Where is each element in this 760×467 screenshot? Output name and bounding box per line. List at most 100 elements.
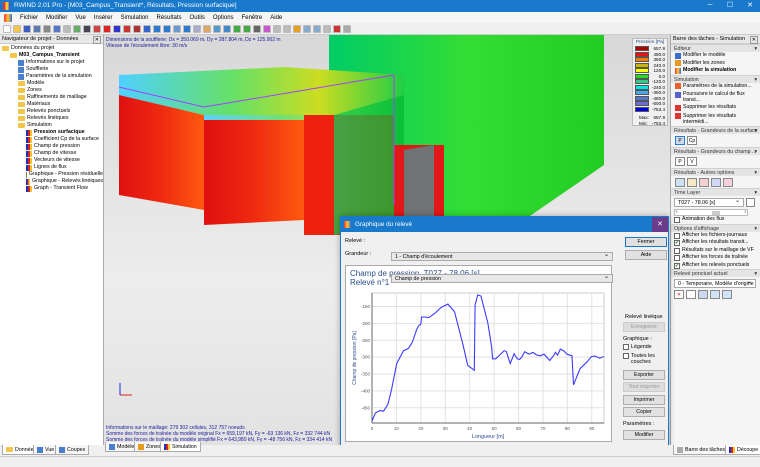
export-all-button[interactable]: Tout exporter — [623, 382, 665, 392]
close-navigator-button[interactable]: ✕ — [92, 36, 101, 44]
releve-select[interactable]: 1 - Champ d'écoulement — [391, 251, 613, 261]
tree-item[interactable]: Pression surfacique — [0, 129, 103, 136]
dialog-title-bar[interactable]: Graphique du relevé ✕ — [341, 217, 668, 232]
tab-taskbar[interactable]: Barre des tâches — [673, 445, 730, 455]
section-field-results[interactable]: Résultats - Grandeurs du champ ... — [671, 147, 760, 156]
checkbox[interactable] — [674, 217, 680, 224]
checkbox[interactable] — [674, 232, 680, 239]
toolbar-button-31[interactable] — [313, 24, 321, 33]
flow-animation-toggle[interactable]: Animation des flux — [671, 216, 760, 224]
menu-1[interactable]: Modifier — [46, 14, 68, 21]
toolbar-button-15[interactable] — [153, 24, 161, 33]
toolbar-button-21[interactable] — [213, 24, 221, 33]
toolbar-button-25[interactable] — [253, 24, 261, 33]
field-pressure-button[interactable]: P — [675, 157, 685, 167]
checkbox[interactable]: ✔ — [674, 262, 680, 269]
section-other-options[interactable]: Résultats - Autres options — [671, 168, 760, 177]
toolbar-button-18[interactable] — [183, 24, 191, 33]
legend-checkbox[interactable]: Légende — [623, 344, 652, 350]
checkbox[interactable] — [674, 247, 680, 254]
toolbar-button-0[interactable] — [3, 24, 11, 33]
toolbar-button-5[interactable] — [53, 24, 61, 33]
tree-item[interactable]: Relevés ponctuels — [0, 108, 103, 115]
tree-item[interactable]: Zones — [0, 87, 103, 94]
section-display-options[interactable]: Options d'affichage — [671, 223, 760, 233]
sun-button[interactable] — [687, 178, 697, 188]
slider-left-arrow[interactable]: ‹ — [676, 209, 678, 216]
time-slider[interactable]: ‹ › — [674, 209, 748, 217]
display-option[interactable]: Afficher les forces de traînée — [671, 254, 760, 262]
toolbar-button-7[interactable] — [73, 24, 81, 33]
tree-item[interactable]: Graph - Transient Flow — [0, 185, 103, 192]
tree-item[interactable]: Graphique - Relevés linéiques — [0, 178, 103, 185]
toolbar-button-14[interactable] — [143, 24, 151, 33]
delete-intermediate-item[interactable]: Supprimer les résultats intermédi... — [671, 112, 760, 126]
display-option[interactable]: Résultats sur le maillage de VF — [671, 247, 760, 255]
import-probe-button[interactable] — [710, 290, 720, 300]
print-button[interactable]: Imprimer — [623, 395, 665, 405]
sim-params-item[interactable]: Paramètres de la simulation... — [671, 83, 760, 91]
save-probe-button[interactable] — [698, 290, 708, 300]
dialog-close-icon[interactable]: ✕ — [652, 217, 668, 232]
edit-zones-item[interactable]: Modifier les zones — [671, 60, 760, 68]
close-dialog-button[interactable]: Fermer — [625, 237, 667, 247]
toolbar-button-9[interactable] — [93, 24, 101, 33]
toolbar-button-29[interactable] — [293, 24, 301, 33]
tree-item[interactable]: M03_Campus_Transient — [0, 52, 103, 59]
toolbar-button-17[interactable] — [173, 24, 181, 33]
toolbar-button-28[interactable] — [283, 24, 291, 33]
tree-item[interactable]: Soufflerie — [0, 66, 103, 73]
tree-item[interactable]: Coefficient Cp de la surface — [0, 136, 103, 143]
toolbar-button-34[interactable] — [343, 24, 351, 33]
menu-3[interactable]: Insérer — [93, 14, 113, 21]
streamline-button[interactable] — [675, 178, 685, 188]
toolbar-button-16[interactable] — [163, 24, 171, 33]
tree-item[interactable]: Données du projet — [0, 45, 103, 52]
slider-thumb[interactable] — [711, 211, 720, 216]
time-layer-select[interactable]: T027 - 78.06 [s] — [674, 197, 744, 208]
toolbar-button-20[interactable] — [203, 24, 211, 33]
section-editor[interactable]: Éditeur — [671, 44, 760, 53]
slider-right-arrow[interactable]: › — [744, 209, 746, 216]
edit-model-item[interactable]: Modifier le modèle — [671, 52, 760, 60]
tree-item[interactable]: Relevés linéiques — [0, 115, 103, 122]
edit-simulation-item[interactable]: Modifier la simulation — [671, 67, 760, 75]
section-simulation[interactable]: Simulation — [671, 74, 760, 84]
toolbar-button-27[interactable] — [273, 24, 281, 33]
tab-simulation[interactable]: Simulation — [160, 442, 201, 452]
toolbar-button-23[interactable] — [233, 24, 241, 33]
close-taskpane-button[interactable]: ✕ — [749, 36, 758, 44]
toolbar-button-12[interactable] — [123, 24, 131, 33]
star-button[interactable] — [723, 178, 733, 188]
toolbar-button-8[interactable] — [83, 24, 91, 33]
probe-graph-button[interactable] — [722, 290, 732, 300]
tab-sections[interactable]: Coupes — [55, 445, 90, 455]
tab-clipping[interactable]: Découpe — [725, 445, 760, 455]
tree-item[interactable]: Lignes de flux — [0, 164, 103, 171]
pick-probe-button[interactable] — [686, 290, 696, 300]
cp-button[interactable]: Cp — [687, 136, 697, 146]
maximize-button[interactable]: ☐ — [726, 2, 734, 9]
time-layer-settings-button[interactable] — [746, 198, 755, 208]
tree-item[interactable]: Modèle — [0, 80, 103, 87]
probe-select[interactable]: 0 - Temporaire, Modèle d'origine — [674, 278, 756, 289]
velocity-button[interactable]: V — [687, 157, 697, 167]
toolbar-button-26[interactable] — [263, 24, 271, 33]
continue-calc-item[interactable]: Poursuivre le calcul de flux transi... — [671, 90, 760, 104]
toolbar-button-33[interactable] — [333, 24, 341, 33]
toolbar-button-1[interactable] — [13, 24, 21, 33]
tree-item[interactable]: Matériaux — [0, 101, 103, 108]
export-button[interactable]: Exporter — [623, 370, 665, 380]
toolbar-button-6[interactable] — [63, 24, 71, 33]
display-option[interactable]: ✔ Afficher les relevés ponctuels — [671, 262, 760, 270]
menu-8[interactable]: Fenêtre — [241, 14, 263, 21]
menu-4[interactable]: Simulation — [120, 14, 149, 21]
close-button[interactable]: ✕ — [747, 2, 753, 9]
help-button[interactable]: Aide — [625, 250, 667, 260]
delete-results-item[interactable]: Supprimer les résultats — [671, 104, 760, 112]
checkbox[interactable] — [623, 353, 629, 359]
toolbar-button-3[interactable] — [33, 24, 41, 33]
menu-0[interactable]: Fichier — [20, 14, 39, 21]
menu-9[interactable]: Aide — [270, 14, 283, 21]
tree-item[interactable]: Champ de pression — [0, 143, 103, 150]
